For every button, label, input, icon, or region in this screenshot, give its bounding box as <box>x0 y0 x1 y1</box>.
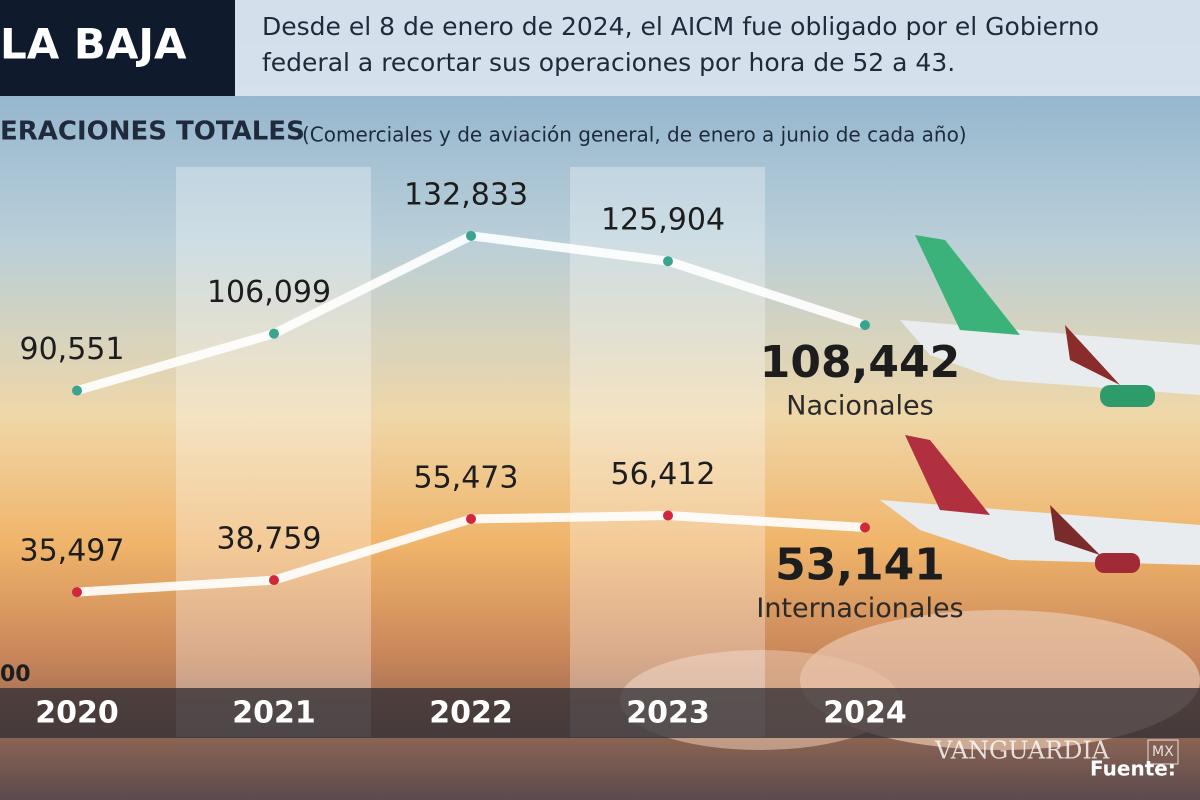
x-tick-label: 2020 <box>35 696 119 731</box>
watermark-box <box>1147 739 1179 765</box>
x-tick-label: 2021 <box>232 696 316 731</box>
data-label: 125,904 <box>601 203 725 238</box>
header-title: LA BAJA <box>0 20 187 69</box>
data-label: 56,412 <box>611 457 716 492</box>
chart-title: ERACIONES TOTALES <box>0 117 305 147</box>
data-point <box>269 328 279 339</box>
axis-fragment: 00 <box>0 662 31 687</box>
legend-label: Nacionales <box>786 391 933 422</box>
data-label: 106,099 <box>207 275 331 310</box>
x-tick-label: 2022 <box>429 696 513 731</box>
data-point <box>466 513 476 524</box>
data-point <box>72 587 82 598</box>
data-point <box>269 575 279 586</box>
watermark: VANGUARDIA <box>934 737 1110 765</box>
data-point <box>860 522 870 533</box>
airplane <box>880 435 1200 573</box>
data-label: 35,497 <box>20 534 125 569</box>
data-point <box>860 320 870 331</box>
x-tick-label: 2023 <box>626 696 710 731</box>
header-text: Desde el 8 de enero de 2024, el AICM fue… <box>262 12 1099 41</box>
data-label: 108,442 <box>760 337 960 388</box>
data-point <box>72 385 82 396</box>
highlight-column <box>176 167 371 737</box>
data-label: 90,551 <box>20 332 125 367</box>
legend-label: Internacionales <box>756 593 963 624</box>
data-label: 55,473 <box>414 460 519 495</box>
header-title-box <box>0 0 235 96</box>
data-point <box>466 230 476 241</box>
watermark-badge: MX <box>1152 744 1174 760</box>
data-label: 132,833 <box>404 177 528 212</box>
airplane <box>900 235 1200 407</box>
data-label: 53,141 <box>775 540 945 591</box>
data-point <box>663 510 673 521</box>
data-label: 38,759 <box>217 522 322 557</box>
source: Fuente: <box>1090 757 1176 781</box>
axis-band <box>0 688 1200 738</box>
header-text: federal a recortar sus operaciones por h… <box>262 48 955 77</box>
data-point <box>663 256 673 267</box>
chart-subtitle: (Comerciales y de aviación general, de e… <box>302 123 967 147</box>
x-tick-label: 2024 <box>823 696 907 731</box>
